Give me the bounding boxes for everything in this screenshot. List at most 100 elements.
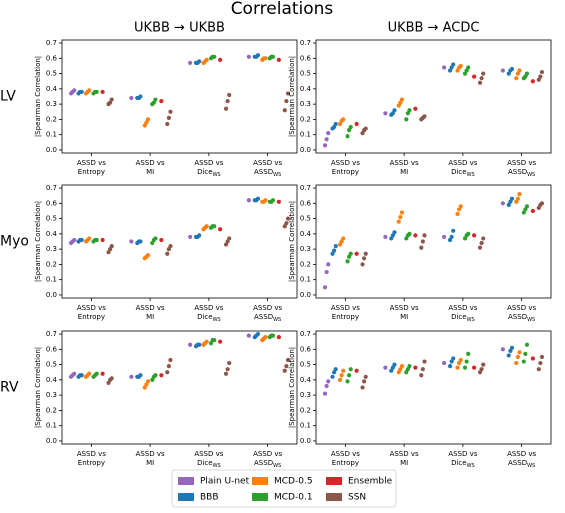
strip-point bbox=[383, 234, 388, 240]
x-tick-label-main: ASSD bbox=[508, 168, 527, 176]
strip-point bbox=[129, 95, 134, 101]
strip-point bbox=[188, 60, 193, 66]
x-tick-label-sub: WS bbox=[527, 463, 535, 469]
y-axis-label: |Spearman Correlation| bbox=[288, 201, 296, 282]
strip-point bbox=[524, 204, 530, 209]
x-tick-label: ASSD vs bbox=[77, 450, 106, 458]
strip-point bbox=[420, 367, 425, 372]
x-tick-label: DiceWS bbox=[451, 459, 475, 469]
strip-point bbox=[255, 53, 261, 58]
y-tick-label: 0.7 bbox=[300, 184, 311, 192]
strip-point bbox=[165, 121, 170, 127]
x-tick-label-main: ASSD bbox=[254, 459, 273, 467]
y-tick-label: 0.3 bbox=[46, 391, 57, 399]
strip-point bbox=[263, 335, 268, 340]
strip-point bbox=[326, 379, 331, 384]
x-tick-label: ASSD vs bbox=[194, 450, 223, 458]
strip-point bbox=[218, 57, 223, 62]
y-tick-label: 0.2 bbox=[300, 406, 311, 414]
strip-point bbox=[362, 379, 367, 384]
y-axis-label: |Spearman Correlation| bbox=[34, 347, 42, 428]
strip-point bbox=[354, 121, 359, 127]
legend-swatch bbox=[326, 493, 342, 501]
x-tick-label: ASSD vs bbox=[390, 159, 419, 167]
x-tick-label-main: ASSD bbox=[508, 313, 527, 321]
y-tick-label: 0.4 bbox=[300, 230, 312, 238]
y-tick-label: 0.6 bbox=[300, 199, 312, 207]
x-tick-label-main: MI bbox=[400, 459, 408, 467]
strip-point bbox=[324, 383, 329, 389]
strip-point bbox=[407, 231, 412, 236]
strip-point bbox=[282, 108, 287, 113]
x-tick-label: MI bbox=[400, 313, 408, 321]
strip-point bbox=[263, 198, 268, 203]
x-tick-label-main: Entropy bbox=[332, 459, 359, 467]
strip-point bbox=[442, 234, 447, 240]
strip-point bbox=[255, 331, 261, 337]
strip-point bbox=[165, 370, 170, 375]
y-tick-label: 0.1 bbox=[300, 276, 311, 284]
panel: 0.0 0.1 0.2 0.3 0.4 0.5 0.6 0.7 |Spearman Correl… bbox=[34, 39, 298, 178]
strip-point bbox=[87, 88, 92, 93]
strip-point bbox=[145, 117, 151, 122]
x-tick-label-main: ASSD bbox=[254, 313, 273, 321]
strip-point bbox=[197, 342, 202, 347]
strip-point bbox=[204, 339, 209, 344]
strip-point bbox=[472, 74, 477, 79]
x-tick-label-main: ASSD bbox=[508, 459, 527, 467]
y-tick-label: 0.5 bbox=[300, 215, 311, 223]
x-tick-label-main: Dice bbox=[197, 168, 213, 176]
axes-frame bbox=[61, 330, 298, 445]
strip-point bbox=[285, 216, 291, 221]
strip-point bbox=[246, 54, 251, 59]
strip-point bbox=[225, 98, 230, 104]
x-tick-label-main: Dice bbox=[451, 168, 467, 176]
strip-point bbox=[354, 251, 359, 256]
x-tick-label-main: Dice bbox=[197, 313, 213, 321]
x-tick-label-main: MI bbox=[400, 313, 408, 321]
strip-point bbox=[362, 256, 367, 261]
strip-point bbox=[284, 221, 289, 226]
strip-point bbox=[449, 234, 454, 240]
strip-point bbox=[197, 59, 202, 64]
strip-point bbox=[422, 359, 427, 364]
strip-point bbox=[100, 237, 105, 243]
x-tick-label: DiceWS bbox=[451, 168, 475, 178]
strip-point bbox=[413, 365, 418, 370]
strip-point bbox=[322, 143, 328, 148]
x-tick-label: ASSD vs bbox=[390, 304, 419, 312]
strip-point bbox=[383, 365, 388, 370]
x-tick-label: ASSD vs bbox=[331, 304, 360, 312]
strip-point bbox=[363, 126, 368, 131]
strip-point bbox=[145, 253, 151, 258]
strip-point bbox=[348, 124, 353, 130]
strip-point bbox=[153, 236, 158, 241]
x-tick-label-main: Entropy bbox=[332, 168, 359, 176]
strip-point bbox=[72, 237, 77, 243]
strip-point bbox=[270, 198, 276, 203]
y-tick-label: 0.3 bbox=[300, 245, 311, 253]
y-tick-label: 0.7 bbox=[300, 39, 311, 47]
strip-point bbox=[285, 91, 291, 96]
y-tick-label: 0.5 bbox=[46, 70, 57, 78]
strip-point bbox=[246, 333, 251, 338]
x-tick-label: ASSDWS bbox=[254, 168, 281, 178]
strip-point bbox=[87, 371, 92, 376]
panel: 0.0 0.1 0.2 0.3 0.4 0.5 0.6 0.7 |Spearman Correl… bbox=[288, 39, 552, 178]
x-tick-label: ASSD vs bbox=[253, 159, 282, 167]
strip-point bbox=[419, 373, 424, 378]
x-tick-label-main: Entropy bbox=[78, 168, 105, 176]
strip-point bbox=[109, 97, 114, 102]
legend-label: Ensemble bbox=[348, 477, 393, 487]
strip-point bbox=[109, 376, 114, 381]
y-axis-label: |Spearman Correlation| bbox=[288, 56, 296, 137]
strip-point bbox=[109, 243, 114, 249]
strip-point bbox=[223, 106, 229, 111]
legend-swatch bbox=[252, 493, 268, 501]
x-tick-label-main: ASSD bbox=[254, 168, 273, 176]
strip-point bbox=[500, 68, 505, 73]
y-axis-label: |Spearman Correlation| bbox=[34, 201, 42, 282]
strip-point bbox=[333, 243, 338, 249]
x-tick-label-sub: WS bbox=[527, 317, 535, 323]
x-tick-label: ASSDWS bbox=[508, 459, 535, 469]
